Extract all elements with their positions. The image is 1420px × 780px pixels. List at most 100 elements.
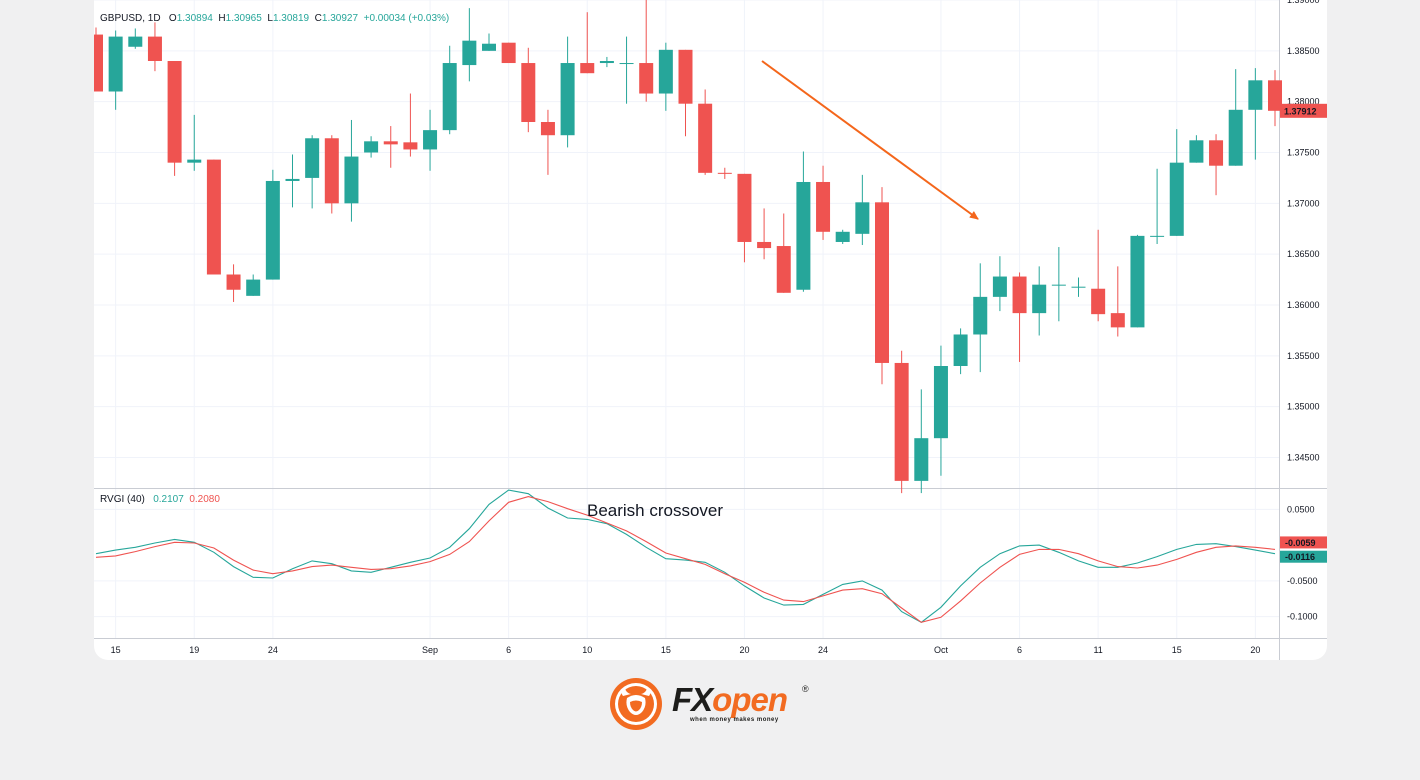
indicator-name: RVGI (40) [100,494,145,505]
brand-open: open [712,681,788,718]
candle-body [108,36,123,92]
candle-body [914,438,929,481]
candle-body [1228,109,1243,166]
candle-body [383,141,398,145]
chart-canvas[interactable]: 1.34500 1.35000 1.35500 1.36000 1.36500 1.370… [94,0,1327,660]
low-label: L [267,13,273,24]
indicator-value-label: -0.0116 [1285,552,1315,562]
candle-body [1150,235,1165,237]
fxopen-logo: FXopen ® when money makes money [608,676,818,732]
last-price-badge [1280,103,1327,118]
high-label: H [218,13,226,24]
indicator-info: RVGI (40) 0.2107 0.2080 [100,494,220,505]
candle-body [1130,235,1145,328]
candle-body [462,40,477,66]
candle-body [619,63,634,65]
close-label: C [314,13,322,24]
candle-body [1169,162,1184,236]
indicator-value-signal: 0.2080 [189,494,220,505]
candle-body [128,36,143,47]
indicator-value-label: -0.0059 [1285,538,1316,548]
candle-body [94,34,103,92]
close-value: 1.30927 [321,13,359,24]
candle-body [540,122,555,136]
candle-body [147,36,162,61]
candle-body [835,231,850,242]
candle-body [639,63,654,94]
candle-body [580,63,595,74]
time-tick-label: 6 [506,645,511,655]
candle-body [560,63,575,136]
annotation-bearish-crossover: Bearish crossover [587,501,724,520]
price-tick-label: 1.35500 [1287,351,1320,361]
candle-body [855,202,870,234]
time-tick-label: 24 [818,645,828,655]
candle-body [187,159,202,163]
time-tick-label: 15 [1172,645,1182,655]
price-tick-label: 1.34500 [1287,453,1320,463]
indicator-value-badge [1280,536,1327,549]
high-value: 1.30965 [225,13,262,24]
candle-body [1051,284,1066,286]
brand-registered: ® [802,684,809,694]
candle-body [737,173,752,242]
indicator-tick-label: -0.0500 [1287,576,1318,586]
indicator-tick-label: 0.0500 [1287,504,1315,514]
candle-body [344,156,359,204]
candle-body [816,181,831,232]
candle-body [1209,140,1224,166]
brand-fx: FX [672,681,713,718]
indicator-value-main: 0.2107 [153,494,184,505]
time-tick-label: 20 [1250,645,1260,655]
time-tick-label: 15 [111,645,121,655]
time-tick-label: 11 [1093,645,1102,655]
candle-body [423,130,438,150]
symbol-info: GBPUSD, 1D O1.30894 H1.30965 L1.30819 C1… [100,13,449,24]
brand-tagline: when money makes money [690,717,779,723]
change-value: +0.00034 (+0.03%) [363,13,450,24]
candle-body [1110,313,1125,328]
candle-body [757,241,772,249]
candle-body [1032,284,1047,314]
candle-body [265,180,280,280]
rvgi-main-line [95,489,1276,623]
fxopen-bull-icon [610,678,662,730]
time-tick-label: Sep [422,645,438,655]
open-label: O [168,13,177,24]
time-tick-label: 20 [739,645,749,655]
rvgi-signal-line [95,496,1276,623]
candle-body [246,279,261,296]
candle-body [1091,288,1106,315]
candle-body [285,178,300,181]
time-tick-label: 10 [582,645,592,655]
candle-body [442,63,457,131]
candle-body [973,296,988,335]
price-tick-label: 1.37000 [1287,198,1320,208]
candle-body [226,274,241,290]
last-price-label: 1.37912 [1284,106,1317,116]
price-tick-label: 1.35000 [1287,402,1320,412]
candle-body [776,246,791,293]
candle-body [953,334,968,366]
price-tick-label: 1.38000 [1287,97,1320,107]
candle-body [206,159,221,275]
candle-body [1012,276,1027,314]
time-tick-label: 15 [661,645,671,655]
candle-body [933,366,948,439]
time-tick-label: 19 [189,645,199,655]
candle-body [521,63,536,122]
candle-body [324,138,339,204]
candle-body [599,61,614,64]
candle-body [167,61,182,163]
candle-body [1248,80,1263,110]
trend-arrow [761,60,979,220]
price-tick-label: 1.36500 [1287,249,1320,259]
candle-body [364,141,379,153]
candle-body [894,362,909,481]
candle-body [875,202,889,363]
price-tick-label: 1.36000 [1287,300,1320,310]
indicator-value-badge [1280,550,1327,563]
chart-card: 1.34500 1.35000 1.35500 1.36000 1.36500 1.370… [94,0,1327,660]
candle-body [992,276,1007,297]
price-tick-label: 1.37500 [1287,148,1320,158]
